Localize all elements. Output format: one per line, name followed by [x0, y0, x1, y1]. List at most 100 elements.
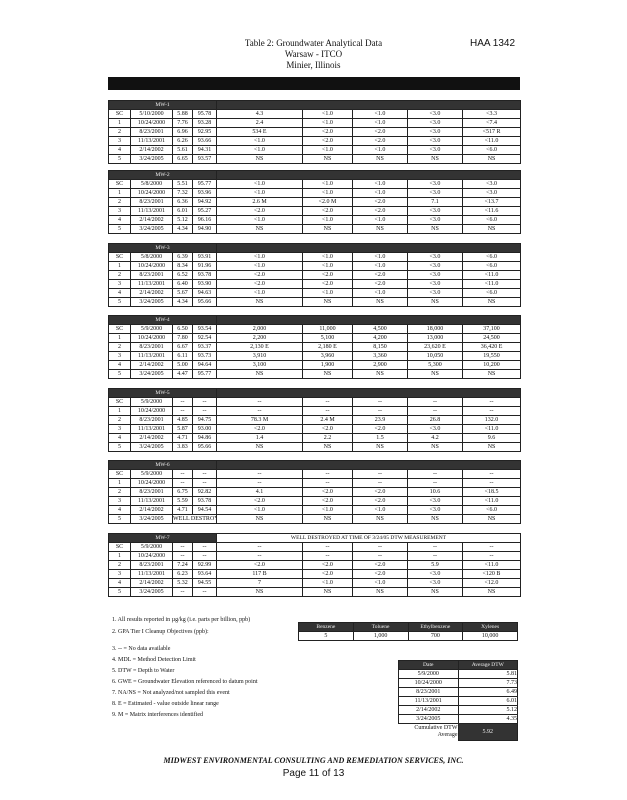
cell: 2	[108, 270, 131, 280]
cell: --	[461, 397, 522, 407]
cell: 4.71	[172, 505, 193, 515]
cell: --	[462, 551, 521, 561]
cell: 5.67	[172, 288, 193, 298]
cell: NS	[407, 514, 463, 524]
cell: 1,000	[352, 631, 409, 641]
cell: NS	[407, 587, 463, 597]
row: SC 5/8/2000 5.51 95.77 <1.0 <1.0 <1.0 <3.0 <3.0	[108, 179, 522, 189]
cell: 5	[108, 514, 131, 524]
cell: 5	[108, 587, 131, 597]
row: 1 10/24/2000 -- -- -- -- -- -- --	[108, 406, 522, 416]
well-note	[215, 388, 522, 398]
cell: NS	[352, 297, 408, 307]
cell: 5/9/2000	[130, 324, 173, 334]
cell: <2.0	[216, 270, 303, 280]
cell: SC	[108, 469, 131, 479]
cell: <2.0	[216, 496, 303, 506]
cell: <3.0	[407, 424, 463, 434]
cell: <3.0	[407, 179, 463, 189]
cell: 7.24	[172, 560, 193, 570]
cell: 2.6 M	[216, 197, 303, 207]
cell: <1.0	[352, 215, 408, 225]
cell: <2.0	[352, 424, 408, 434]
cell: --	[407, 542, 463, 552]
cell: --	[172, 406, 193, 416]
cell: --	[462, 542, 521, 552]
cell: 96.16	[192, 215, 217, 225]
well-note: WELL DESTROYED AT TIME OF 3/24/05 DTW ME…	[216, 533, 521, 543]
row: 2/14/2002 5.12	[398, 705, 518, 715]
header-row: MW-2	[108, 170, 522, 180]
row: 3 11/13/2001 5.87 93.00 <2.0 <2.0 <2.0 <3.0 <11.…	[108, 424, 522, 434]
row: 1 10/24/2000 7.32 93.96 <1.0 <1.0 <1.0 <3.0 <3.0	[108, 188, 522, 198]
cell: 93.96	[192, 188, 217, 198]
cell: 11/13/2001	[130, 136, 173, 146]
cell: <3.0	[407, 206, 463, 216]
cell: <2.0	[216, 560, 303, 570]
cell: 5	[108, 369, 131, 379]
cell: NS	[302, 154, 353, 164]
cell: <2.0	[216, 424, 303, 434]
cell: NS	[302, 442, 353, 452]
cell: <1.0	[216, 288, 303, 298]
row: 4 2/14/2002 4.71 94.54 <1.0 <1.0 <1.0 <3.0 <6.0	[108, 505, 522, 515]
cell: 95.66	[192, 442, 217, 452]
cell: 78.3 M	[216, 415, 303, 425]
cell: 10/24/2000	[130, 261, 173, 271]
cell: 5/9/2000	[398, 669, 459, 679]
cell: <2.0	[352, 270, 408, 280]
well-name: MW-6	[108, 460, 217, 470]
cell: 1	[108, 333, 131, 343]
cell: NS	[216, 224, 303, 234]
well-name: MW-2	[108, 170, 217, 180]
cell: 92.99	[192, 560, 217, 570]
row: 2 8/23/2001 6.75 92.82 4.1 <2.0 <2.0 10.6 <18.5	[108, 487, 522, 497]
cell: 94.86	[192, 433, 217, 443]
cell: 8.34	[172, 261, 193, 271]
note: 6. GWE = Groundwater Elevation reference…	[112, 679, 258, 685]
well-table: MW-7 WELL DESTROYED AT TIME OF 3/24/05 DT…	[108, 533, 521, 597]
cell: 6.65	[172, 154, 193, 164]
cell: 8/23/2001	[130, 415, 173, 425]
row: 1 10/24/2000 8.34 91.96 <1.0 <1.0 <1.0 <3.0 <6.0	[108, 261, 522, 271]
cell: 700	[407, 631, 464, 641]
cleanup: Benzene Toluene Ethylbenzene Xylenes 5 1,000 7…	[298, 622, 518, 641]
well-note	[215, 243, 522, 253]
cell: 24,500	[461, 333, 522, 343]
cell: NS	[216, 587, 303, 597]
cell: <1.0	[302, 109, 353, 119]
cell: <6.0	[461, 252, 522, 262]
cell: 4,500	[352, 324, 408, 334]
cell: 4	[108, 433, 131, 443]
row: 5 3/24/2005 4.34 95.66 NS NS NS NS NS	[108, 297, 522, 307]
cell: 4.71	[172, 433, 193, 443]
header-row: Benzene Toluene Ethylbenzene Xylenes	[298, 622, 518, 632]
cell: 3	[108, 496, 131, 506]
cell: <11.0	[461, 279, 522, 289]
cell: 1.5	[352, 433, 408, 443]
well-name: MW-1	[108, 100, 217, 110]
dtw: Date Average DTW 5/9/2000 5.81 10/24/2000 7.7…	[398, 660, 518, 741]
cell: --	[352, 478, 408, 488]
cell: 5,100	[302, 333, 353, 343]
company: MIDWEST ENVIRONMENTAL CONSULTING AND REM…	[163, 756, 464, 765]
cell: --	[216, 406, 303, 416]
cell: 4.34	[172, 224, 193, 234]
cell: 1,900	[302, 360, 353, 370]
cell: NS	[216, 297, 303, 307]
cell: --	[302, 542, 353, 552]
cell: 3/24/2005	[130, 297, 173, 307]
cell: 3	[108, 424, 131, 434]
cell: 94.75	[192, 415, 217, 425]
cell: <13.7	[461, 197, 522, 207]
cell: <6.0	[461, 215, 522, 225]
cell: 8/23/2001	[130, 342, 173, 352]
cell: 2	[108, 342, 131, 352]
cell: 2	[108, 415, 131, 425]
cell: NS	[302, 224, 353, 234]
cell: 92.95	[192, 127, 217, 137]
cell: 94.55	[192, 578, 217, 588]
cell: 23,620 E	[407, 342, 463, 352]
cell: --	[407, 469, 463, 479]
